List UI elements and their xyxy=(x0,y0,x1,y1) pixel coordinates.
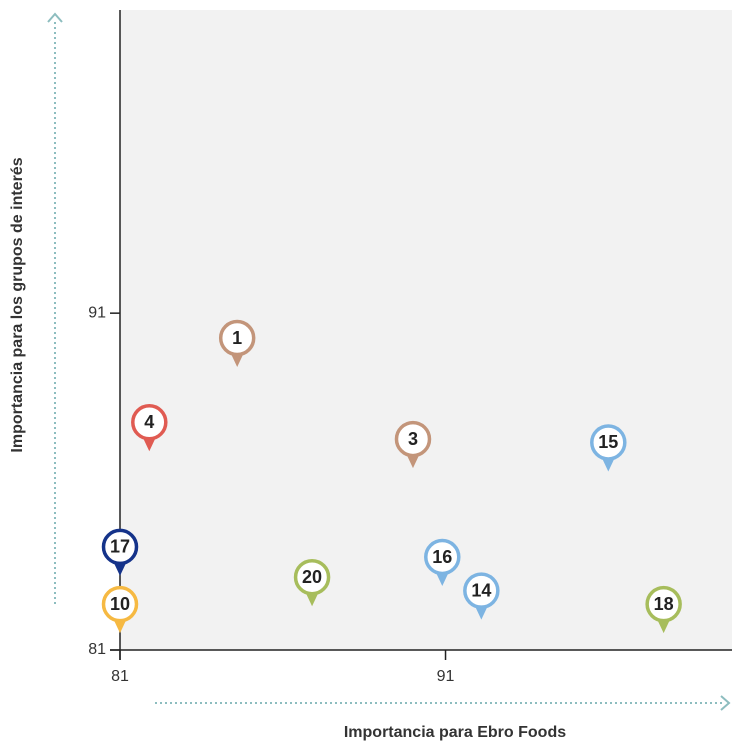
pin-label: 4 xyxy=(144,412,154,432)
pin-label: 15 xyxy=(598,432,618,452)
x-tick-label: 91 xyxy=(437,668,455,685)
x-axis-title: Importancia para Ebro Foods xyxy=(344,724,566,741)
pin-marker: 3 xyxy=(394,420,432,469)
pin-label: 17 xyxy=(110,537,130,557)
pin-marker: 4 xyxy=(131,404,168,452)
pin-head xyxy=(463,572,500,609)
pin-label: 3 xyxy=(408,429,418,449)
pin-marker: 17 xyxy=(101,528,139,576)
pin-head xyxy=(394,420,432,458)
y-tick-label: 81 xyxy=(88,641,106,658)
pin-marker: 10 xyxy=(101,585,139,634)
y-tick-label: 91 xyxy=(88,304,106,321)
pin-marker: 18 xyxy=(645,585,682,634)
pin-label: 16 xyxy=(432,547,452,567)
pin-label: 14 xyxy=(471,580,491,600)
pin-head xyxy=(645,585,682,623)
pin-marker: 15 xyxy=(590,424,627,472)
axis-arrows xyxy=(47,12,731,711)
pin-head xyxy=(424,538,461,576)
pin-head xyxy=(131,404,168,441)
pin-marker: 16 xyxy=(424,538,461,586)
pin-head xyxy=(590,424,627,461)
pin-marker: 14 xyxy=(463,572,500,620)
pin-marker: 1 xyxy=(218,319,256,368)
pin-head xyxy=(218,319,256,357)
pin-label: 10 xyxy=(110,594,130,614)
pin-head xyxy=(293,558,331,596)
pin-marker: 20 xyxy=(293,558,331,607)
pin-head xyxy=(101,528,139,566)
pin-head xyxy=(101,585,139,623)
pin-label: 20 xyxy=(302,567,322,587)
y-axis-title: Importancia para los grupos de interés xyxy=(9,157,26,452)
pin-label: 18 xyxy=(654,594,674,614)
pin-label: 1 xyxy=(232,328,242,348)
x-tick-label: 81 xyxy=(111,668,129,685)
